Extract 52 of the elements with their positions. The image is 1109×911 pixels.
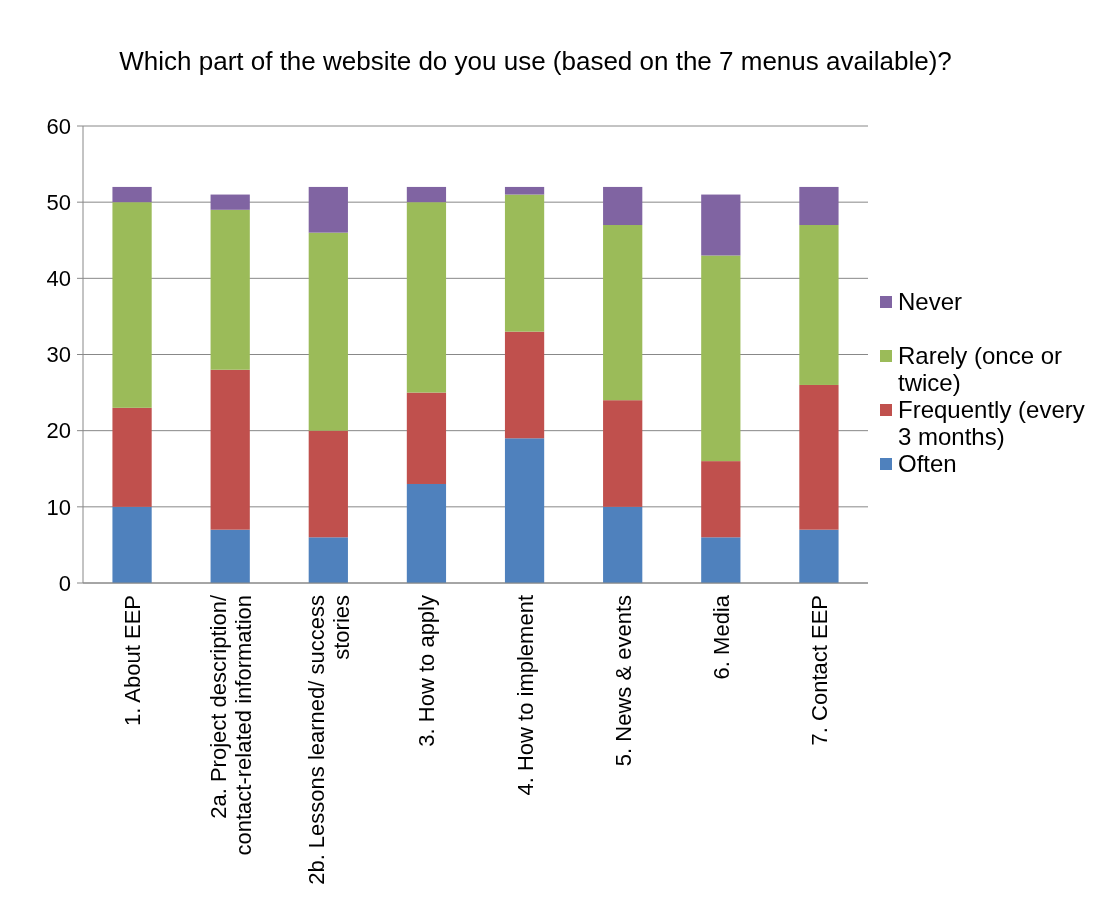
y-tick-label: 20	[46, 418, 71, 444]
bar	[112, 407, 152, 507]
y-tick-label: 10	[46, 494, 71, 520]
bar	[210, 209, 250, 370]
bar	[504, 331, 545, 439]
bar	[504, 438, 545, 583]
bar	[406, 392, 447, 484]
bar	[406, 202, 447, 393]
bar	[701, 194, 741, 256]
x-tick-label: 4. How to implement	[512, 595, 538, 796]
bar	[799, 186, 839, 226]
x-tick-label: 2b. Lessons learned/ success stories	[303, 595, 354, 885]
y-tick-label: 0	[58, 570, 71, 596]
bar	[603, 186, 643, 226]
y-tick-label: 60	[46, 113, 71, 139]
y-tick-label: 50	[46, 189, 71, 215]
bar	[799, 529, 839, 583]
x-tick-label: 2a. Project description/ contact-related information	[205, 594, 256, 856]
x-tick-label: 3. How to apply	[414, 595, 440, 747]
bar	[504, 194, 545, 332]
bar	[701, 461, 741, 538]
bar	[308, 186, 348, 233]
legend-label: Never	[898, 288, 963, 315]
bar	[799, 225, 839, 385]
x-tick-label: 6. Media	[708, 594, 734, 680]
bar	[308, 537, 348, 583]
bar	[210, 194, 250, 210]
bar	[603, 506, 643, 583]
x-tick-label: 5. News & events	[610, 595, 636, 767]
bar	[603, 225, 643, 401]
chart-title: Which part of the website do you use (based on the 7 menus available)?	[119, 46, 952, 76]
bar	[112, 202, 152, 408]
bar	[406, 186, 447, 203]
bar	[406, 483, 447, 583]
bar	[210, 369, 250, 530]
x-tick-label: 1. About EEP	[120, 595, 146, 726]
bar	[112, 186, 152, 203]
bar	[799, 384, 839, 530]
legend-label: Rarely (once or twice)	[898, 342, 1063, 396]
bar	[210, 529, 250, 583]
bar	[701, 255, 741, 462]
y-tick-label: 30	[46, 342, 71, 368]
bar	[603, 400, 643, 507]
bar	[701, 537, 741, 583]
bar	[308, 232, 348, 431]
bar	[308, 430, 348, 538]
legend-label: Often	[898, 450, 957, 477]
bar	[112, 506, 152, 583]
bar	[504, 186, 545, 195]
legend-label: Frequently (every 3 months)	[898, 396, 1085, 450]
y-tick-label: 40	[46, 266, 71, 292]
x-tick-label: 7. Contact EEP	[806, 595, 832, 746]
